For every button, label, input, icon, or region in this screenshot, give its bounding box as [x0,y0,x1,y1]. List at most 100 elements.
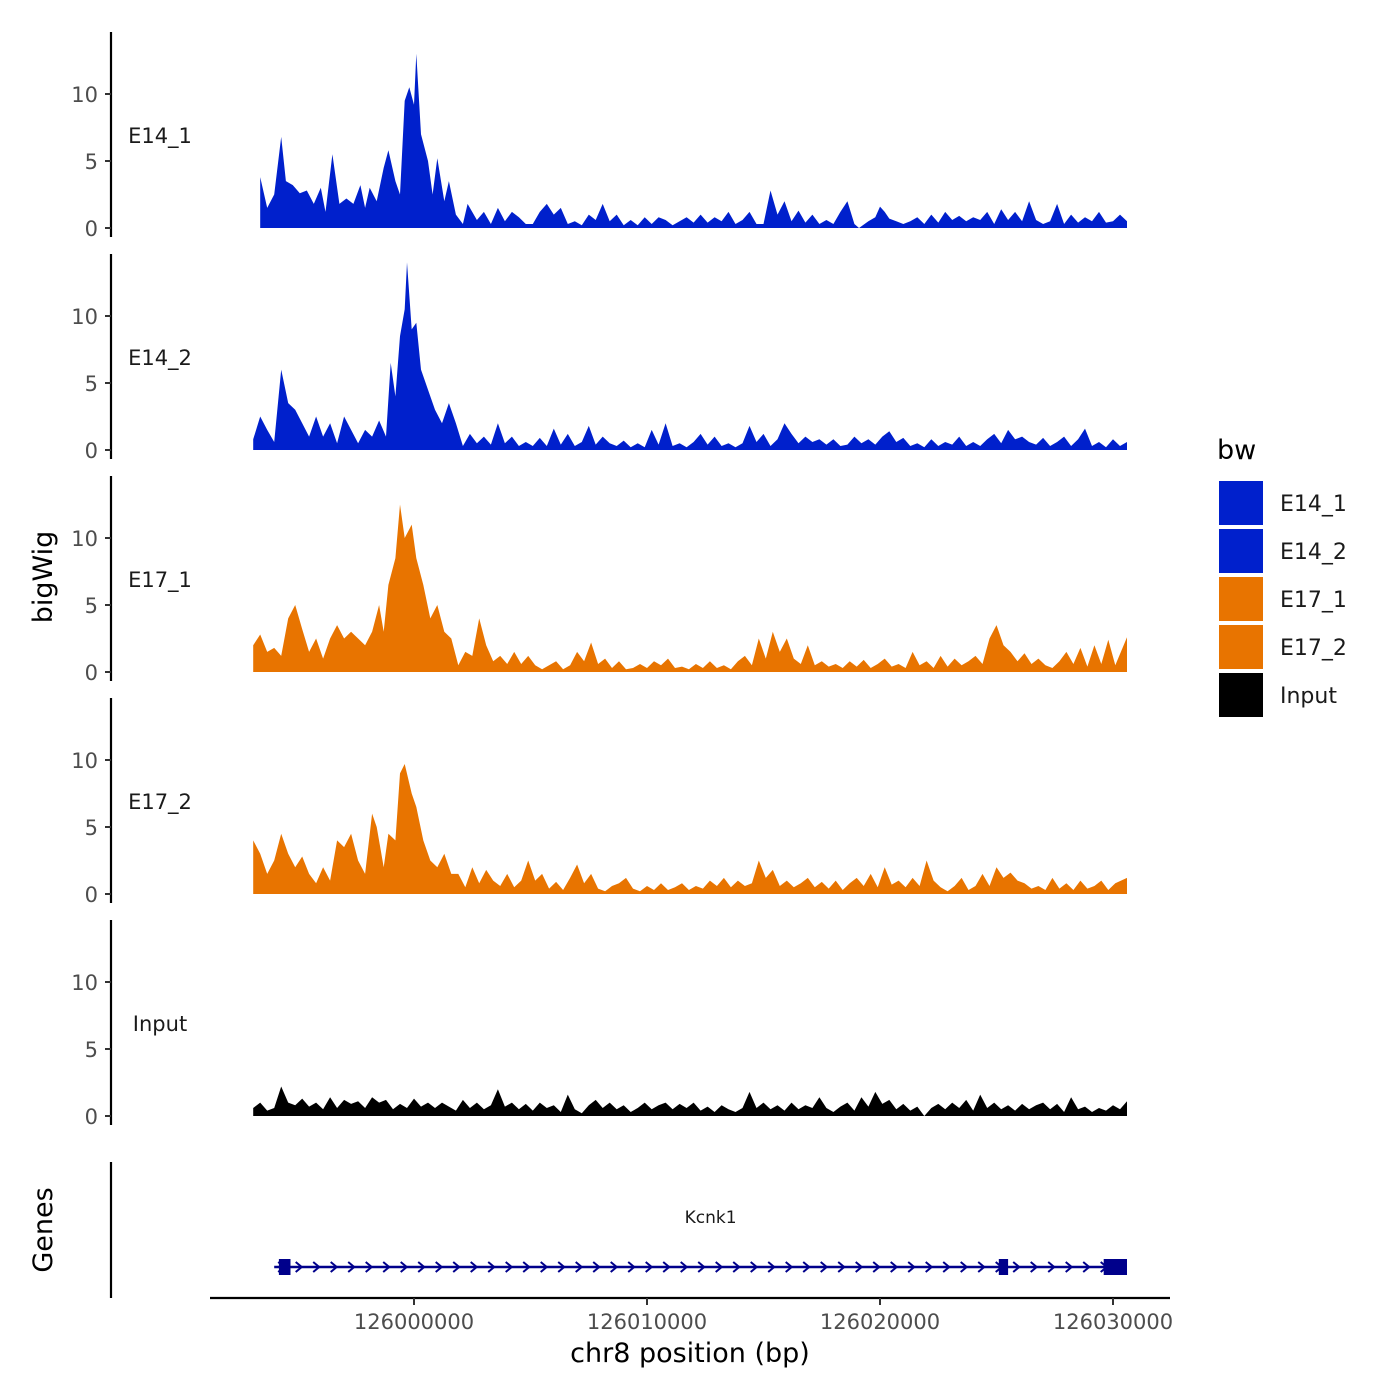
track-label-Input: Input [133,1012,187,1036]
legend-key-E17_2 [1217,623,1265,671]
strand-chevron [400,1261,409,1273]
legend-entries: E14_1 E14_2 E17_1 E17_2 Input [1217,479,1347,719]
strand-chevron [732,1261,741,1273]
legend-label-E17_1: E17_1 [1280,588,1347,613]
area-E14_2 [253,262,1127,450]
strand-chevron [680,1261,689,1273]
legend-key-Input [1217,671,1265,719]
strand-chevron [557,1261,566,1273]
strand-chevron [540,1261,549,1273]
y-tick-label-E14_2-10: 10 [71,305,98,329]
legend-entry-Input: Input [1217,671,1337,719]
strand-chevron [1047,1261,1056,1273]
legend-label-E17_2: E17_2 [1280,636,1347,661]
legend-label-E14_2: E14_2 [1280,540,1347,565]
y-tick-label-E17_1-5: 5 [85,594,98,618]
strand-chevron [802,1261,811,1273]
strand-chevron [347,1261,356,1273]
legend-key-E14_1 [1217,479,1265,527]
x-tick-label-126010000: 126010000 [587,1310,707,1334]
legend-title: bw [1217,435,1256,466]
strand-chevron [872,1261,881,1273]
strand-chevron [435,1261,444,1273]
x-axis-title: chr8 position (bp) [570,1338,810,1369]
area-E17_2 [253,764,1127,894]
strand-chevron [452,1261,461,1273]
strand-chevron [487,1261,496,1273]
strand-chevron [820,1261,829,1273]
strand-chevron [627,1261,636,1273]
gene-marks [274,1259,1127,1275]
strand-chevron [575,1261,584,1273]
strand-chevron [697,1261,706,1273]
strand-chevron [645,1261,654,1273]
strand-chevron [942,1261,951,1273]
legend-key-E17_1 [1217,575,1265,623]
strand-chevron [365,1261,374,1273]
y-tick-label-E17_2-0: 0 [85,883,98,907]
y-tick-label-E14_1-10: 10 [71,83,98,107]
y-axis-title: bigWig [28,531,59,624]
strand-chevron [470,1261,479,1273]
strand-chevron [767,1261,776,1273]
track-label-E17_1: E17_1 [128,568,192,593]
strand-chevron [977,1261,986,1273]
strand-chevron [890,1261,899,1273]
track-panels: 0 5 10 E14_1 0 5 10 E14_2 0 5 10 E17_1 0 5 10 E17_2 0 5 10… [71,32,1127,1129]
gene-exon-2 [998,1259,1009,1275]
gene-exon-1 [278,1259,291,1275]
strand-chevron [662,1261,671,1273]
area-E14_1 [260,53,1127,228]
track-label-E17_2: E17_2 [128,790,192,815]
track-label-E14_2: E14_2 [128,346,192,371]
strand-chevron [522,1261,531,1273]
y-tick-label-E17_2-10: 10 [71,749,98,773]
gene-track-panel: Kcnk1 [109,1162,1127,1298]
legend-entry-E17_1: E17_1 [1217,575,1347,623]
y-tick-label-E17_2-5: 5 [85,816,98,840]
legend-entry-E14_1: E14_1 [1217,479,1347,527]
genes-axis-title: Genes [28,1187,59,1272]
y-tick-label-E17_1-10: 10 [71,527,98,551]
strand-chevron [312,1261,321,1273]
strand-chevron [715,1261,724,1273]
strand-chevron [295,1261,304,1273]
legend-label-Input: Input [1280,684,1337,709]
strand-chevron [960,1261,969,1273]
strand-chevron [610,1261,619,1273]
legend-entry-E17_2: E17_2 [1217,623,1347,671]
y-tick-label-E14_2-0: 0 [85,439,98,463]
y-tick-label-Input-0: 0 [85,1105,98,1129]
legend-entry-E14_2: E14_2 [1217,527,1347,575]
x-tick-label-126020000: 126020000 [820,1310,940,1334]
strand-chevron [750,1261,759,1273]
strand-chevron [417,1261,426,1273]
track-label-E14_1: E14_1 [128,124,192,149]
legend: bw E14_1 E14_2 E17_1 E17_2 Input [1217,435,1347,719]
strand-chevron [1030,1261,1039,1273]
strand-chevron [907,1261,916,1273]
track-E14_2: 0 5 10 E14_2 [71,254,1127,463]
x-tick-label-126000000: 126000000 [354,1310,474,1334]
y-tick-label-E14_1-0: 0 [85,217,98,241]
x-ticks: 126000000 126010000 126020000 126030000 [354,1298,1173,1334]
y-tick-label-E14_1-5: 5 [85,150,98,174]
strand-chevron [1065,1261,1074,1273]
strand-chevron [505,1261,514,1273]
track-Input: 0 5 10 Input [71,920,1127,1129]
strand-chevron [1082,1261,1091,1273]
gene-exon-3 [1103,1259,1127,1275]
strand-chevron [855,1261,864,1273]
y-tick-label-Input-5: 5 [85,1038,98,1062]
strand-chevron [925,1261,934,1273]
track-E17_2: 0 5 10 E17_2 [71,698,1127,907]
y-tick-label-E17_1-0: 0 [85,661,98,685]
strand-chevron [1012,1261,1021,1273]
legend-label-E14_1: E14_1 [1280,492,1347,517]
track-E17_1: 0 5 10 E17_1 [71,476,1127,685]
strand-chevron [330,1261,339,1273]
y-tick-label-Input-10: 10 [71,971,98,995]
area-Input [253,1086,1127,1116]
legend-key-E14_2 [1217,527,1265,575]
area-E17_1 [253,504,1127,672]
